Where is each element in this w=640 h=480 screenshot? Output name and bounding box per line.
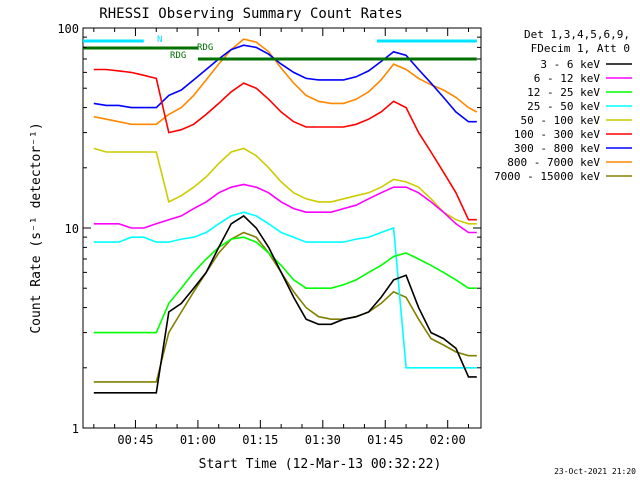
- legend-entry-label: 800 - 7000 keV: [507, 156, 600, 169]
- y-tick-label: 100: [57, 22, 79, 36]
- series-line: [93, 147, 477, 225]
- y-axis-label: Count Rate (s⁻¹ detector⁻¹): [29, 122, 44, 333]
- x-tick-label: 01:45: [367, 433, 403, 447]
- flag-label: RDG: [197, 43, 213, 53]
- series-line: [93, 211, 477, 369]
- series-line: [93, 38, 478, 126]
- timestamp-footer: 23-Oct-2021 21:20: [554, 467, 636, 476]
- legend-entry-label: 100 - 300 keV: [514, 128, 600, 141]
- series-line: [93, 214, 477, 394]
- legend-entry-label: 12 - 25 keV: [527, 86, 600, 99]
- legend-header-line-2: FDecim 1, Att 0: [531, 42, 630, 55]
- x-tick-label: 00:45: [117, 433, 153, 447]
- flag-label: RDG: [170, 51, 186, 61]
- chart-title: RHESSI Observing Summary Count Rates: [99, 6, 402, 22]
- legend: Det 1,3,4,5,6,9, FDecim 1, Att 0 3 - 6 k…: [494, 28, 632, 183]
- flag-label: N: [157, 35, 162, 45]
- legend-entry-label: 50 - 100 keV: [521, 114, 601, 127]
- x-axis-label: Start Time (12-Mar-13 00:32:22): [199, 457, 442, 472]
- series-line: [93, 183, 477, 234]
- x-tick-label: 01:30: [305, 433, 341, 447]
- y-tick-label: 10: [65, 222, 79, 236]
- series-line: [93, 236, 477, 334]
- legend-entry-label: 7000 - 15000 keV: [494, 170, 600, 183]
- flag-layer: N RDG RDG: [83, 35, 477, 61]
- series-line: [93, 231, 477, 383]
- legend-entry-label: 25 - 50 keV: [527, 100, 600, 113]
- legend-entry-label: 3 - 6 keV: [540, 58, 600, 71]
- legend-entry-label: 6 - 12 keV: [534, 72, 601, 85]
- series-line: [93, 68, 477, 221]
- legend-header-line-1: Det 1,3,4,5,6,9,: [524, 28, 630, 41]
- x-tick-label: 01:00: [180, 433, 216, 447]
- series-layer: [93, 38, 478, 394]
- x-tick-label: 01:15: [242, 433, 278, 447]
- x-tick-label: 02:00: [430, 433, 466, 447]
- axis-layer: 100 10 1 00:45 01:00 01:15 01:30 01:45 02:00: [57, 22, 481, 447]
- legend-entry-label: 300 - 800 keV: [514, 142, 600, 155]
- y-tick-label: 1: [72, 422, 79, 436]
- series-line: [93, 44, 477, 123]
